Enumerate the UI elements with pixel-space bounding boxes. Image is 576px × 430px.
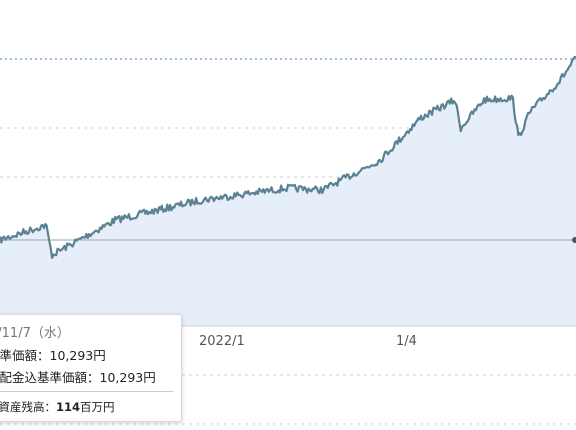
- x-tick-label: 2022/1: [199, 334, 245, 349]
- tooltip-net-assets-label: 純資産残高：: [0, 400, 56, 414]
- reference-line-marker: [572, 237, 576, 243]
- area-fill: [0, 57, 576, 326]
- tooltip-net-assets-value: 114: [56, 400, 81, 414]
- data-tooltip: 8/11/7（水） 基準価額：10,293円 分配金込基準価額：10,293円 …: [0, 314, 182, 422]
- tooltip-nav-with-dividends: 分配金込基準価額：10,293円: [0, 370, 156, 385]
- tooltip-net-assets: 純資産残高：114百万円: [0, 399, 115, 415]
- tooltip-nav: 基準価額：10,293円: [0, 348, 106, 363]
- x-tick-label: 1/4: [396, 334, 417, 349]
- tooltip-divider: [0, 391, 173, 392]
- tooltip-date: 8/11/7（水）: [0, 326, 70, 341]
- series-line: [0, 55, 576, 259]
- tooltip-net-assets-unit: 百万円: [80, 400, 115, 414]
